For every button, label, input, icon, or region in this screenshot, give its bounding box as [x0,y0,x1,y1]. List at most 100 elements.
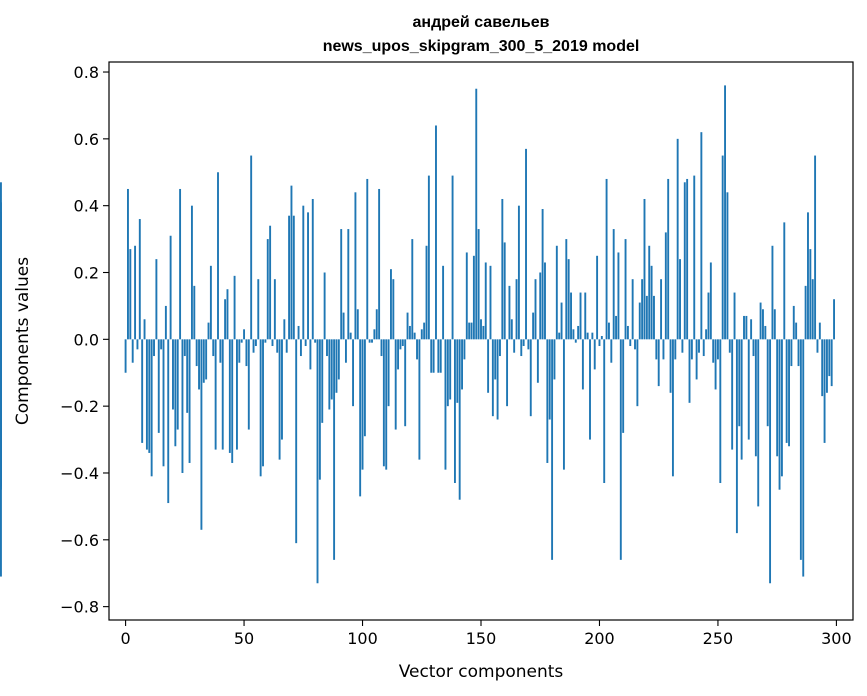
bar [368,339,371,343]
bar [129,249,132,340]
bar [534,279,537,340]
y-tick-label: −0.8 [60,598,99,617]
bar [283,319,286,340]
bar [326,339,328,357]
bar [712,339,715,363]
bar [373,329,376,340]
bar [314,339,317,343]
bar [567,259,570,340]
bar [468,322,471,340]
bar [565,239,568,340]
x-axis-label: Vector components [399,662,564,682]
bar [186,339,189,413]
bar [494,339,497,380]
bar [641,279,644,340]
bar [690,339,693,360]
y-tick-label: −0.6 [60,531,99,550]
bar [318,339,321,480]
bar [145,339,148,450]
bar [330,339,333,400]
bar [461,339,463,390]
bar [683,182,686,340]
bar [262,339,264,467]
bar [354,192,357,340]
bar [375,309,378,340]
bar [124,339,127,373]
y-tick-label: −0.4 [60,464,99,483]
bar [738,339,741,427]
bar [662,339,665,360]
bar [754,339,757,457]
bar [807,212,809,340]
chart-title: андрей савельев [413,14,550,31]
bar [603,339,606,484]
bar [221,339,224,450]
bar [420,329,423,340]
bar [401,339,404,347]
bar [688,339,691,403]
bar [558,332,561,340]
bar [525,148,527,340]
bar [539,272,542,340]
bar [544,262,546,340]
bar [214,339,217,450]
bar [307,212,309,340]
bar [792,305,795,340]
bar [477,229,480,340]
bar [295,339,298,544]
bar [205,339,208,380]
bar [269,225,272,340]
bar [740,339,743,460]
bar [719,339,722,484]
bar [487,339,490,393]
bar [759,302,762,340]
bar [458,339,461,500]
bar [833,299,835,340]
bar [598,339,601,347]
bar [818,322,821,340]
bar [799,339,802,560]
bar [176,339,179,430]
bar [482,325,485,340]
bar [515,279,518,340]
bar [342,312,345,340]
bar [427,175,430,340]
bar [219,339,222,363]
y-tick-label: −0.2 [60,397,99,416]
bar [788,339,790,447]
bar [638,302,641,340]
bar [716,339,719,360]
bar [814,155,817,340]
bar [399,339,402,350]
bar [489,265,492,340]
bar [276,339,279,353]
bar [138,219,141,340]
bar [361,339,364,470]
bar [352,339,354,407]
bar [193,285,196,340]
bar [626,325,629,340]
bar [297,325,300,340]
bar [465,252,468,340]
bar [695,339,698,380]
bar [136,339,139,350]
bar [359,339,362,497]
bar [513,339,516,353]
x-tick-label: 250 [703,629,734,648]
bar [664,232,667,340]
bar [0,262,2,340]
x-tick-label: 0 [120,629,130,648]
bar [328,339,331,410]
bar [416,339,418,360]
bar [456,339,459,403]
bar [430,339,433,373]
bar [356,309,359,340]
bar [762,309,764,340]
bar [731,339,734,450]
bar [413,332,416,340]
bar [745,315,748,340]
bar [700,132,703,340]
bar [337,339,340,380]
bar [259,339,262,477]
